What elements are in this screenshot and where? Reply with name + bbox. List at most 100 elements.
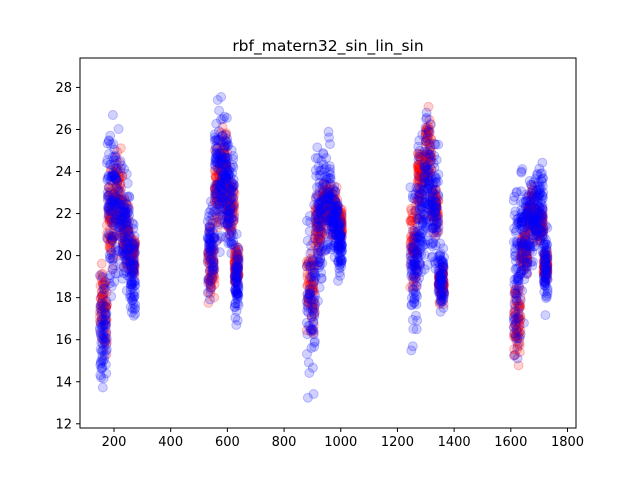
scatter-point xyxy=(129,259,140,270)
scatter-point xyxy=(208,266,219,277)
scatter-point xyxy=(208,271,219,282)
scatter-point xyxy=(122,248,133,259)
scatter-point xyxy=(96,258,107,269)
scatter-point xyxy=(111,230,122,241)
scatter-point xyxy=(101,328,112,339)
scatter-point xyxy=(215,158,226,169)
scatter-point xyxy=(98,279,109,290)
scatter-point xyxy=(110,168,121,179)
scatter-point xyxy=(107,228,118,239)
scatter-point xyxy=(128,252,139,263)
scatter-point xyxy=(108,193,119,204)
scatter-point xyxy=(105,214,116,225)
scatter-point xyxy=(228,215,239,226)
scatter-point xyxy=(129,241,140,252)
scatter-point xyxy=(110,163,121,174)
scatter-point xyxy=(203,248,214,259)
x-tick-label: 1400 xyxy=(438,435,471,450)
scatter-point xyxy=(108,250,119,261)
scatter-point xyxy=(106,233,116,244)
scatter-point xyxy=(227,208,238,219)
scatter-point xyxy=(118,241,129,252)
scatter-point xyxy=(210,172,221,183)
scatter-point xyxy=(111,210,122,221)
scatter-point xyxy=(210,188,221,199)
scatter-point xyxy=(226,182,237,193)
scatter-point xyxy=(206,269,217,280)
scatter-point xyxy=(220,173,231,184)
scatter-point xyxy=(208,264,219,275)
scatter-point xyxy=(126,266,137,277)
scatter-point xyxy=(214,176,225,187)
scatter-point xyxy=(540,310,551,321)
scatter-point xyxy=(336,236,347,247)
scatter-point xyxy=(221,112,232,123)
scatter-point xyxy=(221,171,231,182)
scatter-point xyxy=(228,154,239,165)
scatter-point xyxy=(121,242,131,253)
scatter-point xyxy=(207,215,218,226)
scatter-point xyxy=(99,341,110,352)
scatter-point xyxy=(126,292,137,302)
scatter-point xyxy=(111,200,122,211)
scatter-point xyxy=(211,191,222,202)
scatter-point xyxy=(208,257,219,268)
scatter-point xyxy=(128,262,139,272)
scatter-point xyxy=(123,225,134,236)
scatter-point xyxy=(124,240,135,251)
scatter-point xyxy=(116,183,127,194)
scatter-point xyxy=(128,264,139,275)
scatter-point xyxy=(224,184,235,195)
scatter-point xyxy=(204,238,215,249)
scatter-point xyxy=(225,231,236,242)
scatter-point xyxy=(202,232,213,243)
scatter-point xyxy=(117,171,128,182)
scatter-point xyxy=(127,257,138,267)
scatter-point xyxy=(224,215,235,226)
scatter-point xyxy=(204,273,215,283)
scatter-point xyxy=(96,307,107,318)
scatter-point xyxy=(124,236,135,247)
scatter-point xyxy=(121,239,131,250)
scatter-point xyxy=(216,92,227,102)
scatter-point xyxy=(127,251,138,262)
scatter-point xyxy=(110,159,121,169)
scatter-point xyxy=(109,205,120,216)
scatter-point xyxy=(205,288,216,299)
scatter-point xyxy=(121,241,132,252)
scatter-point xyxy=(218,176,229,187)
scatter-point xyxy=(113,194,124,205)
scatter-point xyxy=(215,177,226,188)
scatter-point xyxy=(220,159,230,170)
scatter-point xyxy=(334,218,345,229)
x-tick-label: 800 xyxy=(272,435,297,450)
scatter-point xyxy=(209,196,220,207)
scatter-point xyxy=(211,196,222,207)
x-tick-label: 1800 xyxy=(551,435,584,450)
scatter-point xyxy=(204,251,215,261)
scatter-point xyxy=(107,216,118,227)
scatter-point xyxy=(114,185,125,196)
scatter-point xyxy=(227,197,238,208)
scatter-point xyxy=(218,159,229,170)
scatter-point xyxy=(220,180,231,191)
scatter-point xyxy=(105,232,116,243)
scatter-point xyxy=(215,203,226,214)
scatter-point xyxy=(523,221,533,232)
scatter-point xyxy=(121,218,131,229)
scatter-point xyxy=(114,197,125,208)
scatter-point xyxy=(210,185,221,196)
scatter-point xyxy=(206,249,217,260)
scatter-point xyxy=(128,242,139,253)
scatter-point xyxy=(108,189,118,199)
scatter-point xyxy=(220,130,231,140)
scatter-point xyxy=(214,247,225,258)
scatter-point xyxy=(122,178,133,189)
scatter-point xyxy=(222,179,233,190)
scatter-point xyxy=(98,373,109,384)
scatter-point xyxy=(217,157,228,168)
scatter-point xyxy=(216,166,227,177)
scatter-point xyxy=(221,129,232,140)
scatter-point xyxy=(308,326,319,336)
